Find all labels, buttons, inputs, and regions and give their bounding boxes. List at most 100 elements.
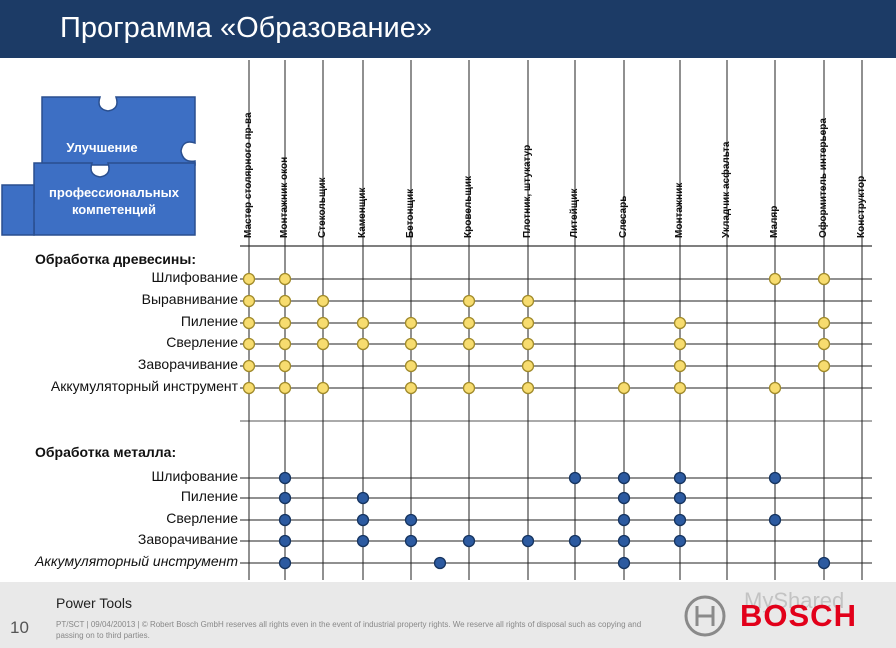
competency-marker	[278, 491, 292, 505]
section-title: Обработка металла:	[35, 444, 177, 460]
competency-marker	[521, 337, 535, 351]
competency-marker	[404, 513, 418, 527]
column-label: Каменщик	[357, 187, 368, 238]
competency-marker	[278, 272, 292, 286]
competency-marker	[521, 359, 535, 373]
competency-marker	[673, 513, 687, 527]
competency-marker	[356, 337, 370, 351]
competency-marker	[817, 337, 831, 351]
page-number: 10	[10, 618, 29, 637]
competency-marker	[521, 534, 535, 548]
competency-marker	[568, 471, 582, 485]
copyright-notice: PT/SCT | 09/04/20013 | © Robert Bosch Gm…	[56, 620, 642, 640]
column-label: Плотник, штукатур	[522, 144, 533, 238]
column-label: Укладчик асфальта	[721, 141, 732, 238]
competency-marker	[356, 491, 370, 505]
competency-marker	[404, 381, 418, 395]
row-label: Пиление	[180, 313, 238, 329]
competency-marker	[356, 513, 370, 527]
competency-marker	[242, 337, 256, 351]
competency-marker	[278, 294, 292, 308]
competency-marker	[617, 513, 631, 527]
competency-marker	[462, 316, 476, 330]
column-label: Оформитель интерьера	[818, 118, 829, 238]
row-label: Пиление	[180, 488, 238, 504]
competency-marker	[316, 381, 330, 395]
competency-matrix	[240, 60, 872, 580]
competency-marker	[242, 294, 256, 308]
competency-marker	[278, 471, 292, 485]
row-label: Шлифование	[151, 269, 238, 285]
competency-marker	[673, 359, 687, 373]
competency-marker	[673, 316, 687, 330]
puzzle-graphic: Улучшение профессиональных компетенций	[0, 95, 205, 255]
competency-marker	[242, 272, 256, 286]
column-label: Бетонщик	[405, 188, 416, 238]
competency-marker	[617, 381, 631, 395]
competency-marker	[316, 316, 330, 330]
competency-marker	[278, 556, 292, 570]
competency-marker	[356, 534, 370, 548]
competency-marker	[404, 359, 418, 373]
competency-marker	[278, 316, 292, 330]
competency-marker	[316, 337, 330, 351]
row-label: Сверление	[166, 334, 238, 350]
competency-marker	[673, 491, 687, 505]
column-label: Мастер столярного пр-ва	[243, 112, 254, 238]
competency-marker	[316, 294, 330, 308]
competency-marker	[242, 316, 256, 330]
competency-marker	[521, 381, 535, 395]
competency-marker	[817, 272, 831, 286]
page-title: Программа «Образование»	[60, 12, 433, 44]
competency-marker	[673, 337, 687, 351]
row-label: Сверление	[166, 510, 238, 526]
competency-marker	[817, 359, 831, 373]
footer-bar	[0, 582, 896, 648]
competency-marker	[462, 294, 476, 308]
row-label: Шлифование	[151, 468, 238, 484]
column-label: Слесарь	[618, 195, 629, 238]
competency-marker	[462, 337, 476, 351]
competency-marker	[404, 316, 418, 330]
competency-marker	[617, 471, 631, 485]
competency-marker	[817, 316, 831, 330]
competency-marker	[404, 337, 418, 351]
competency-marker	[768, 381, 782, 395]
puzzle-icon	[1, 96, 196, 236]
competency-marker	[768, 272, 782, 286]
competency-marker	[768, 513, 782, 527]
bosch-emblem-icon	[683, 594, 727, 643]
competency-marker	[673, 534, 687, 548]
puzzle-line-1: Улучшение	[66, 140, 138, 155]
column-label: Кровельщик	[463, 176, 474, 238]
competency-marker	[673, 471, 687, 485]
row-label: Аккумуляторный инструмент	[34, 553, 238, 569]
bosch-logo: BOSCH	[740, 598, 857, 633]
column-label: Маляр	[769, 205, 780, 238]
competency-marker	[242, 359, 256, 373]
footer-section: Power Tools	[56, 595, 133, 611]
puzzle-line-2: профессиональных компетенций	[49, 185, 179, 217]
column-label: Конструктор	[856, 175, 867, 238]
row-label: Заворачивание	[137, 356, 238, 372]
competency-marker	[462, 381, 476, 395]
watermark: MyShared	[744, 588, 845, 613]
competency-marker	[242, 381, 256, 395]
section-title: Обработка древесины:	[35, 251, 196, 267]
competency-marker	[462, 534, 476, 548]
competency-marker	[568, 534, 582, 548]
competency-marker	[278, 513, 292, 527]
column-label: Монтажник окон	[279, 156, 290, 238]
competency-marker	[278, 337, 292, 351]
competency-marker	[521, 294, 535, 308]
competency-marker	[433, 556, 447, 570]
competency-marker	[617, 491, 631, 505]
row-label: Заворачивание	[137, 531, 238, 547]
competency-marker	[278, 534, 292, 548]
row-label: Аккумуляторный инструмент	[50, 378, 238, 394]
competency-marker	[278, 359, 292, 373]
column-label: Литейщик	[569, 188, 580, 238]
row-label: Выравнивание	[141, 291, 238, 307]
column-label: Монтажник	[674, 182, 685, 238]
column-label: Стекольщик	[317, 177, 328, 238]
